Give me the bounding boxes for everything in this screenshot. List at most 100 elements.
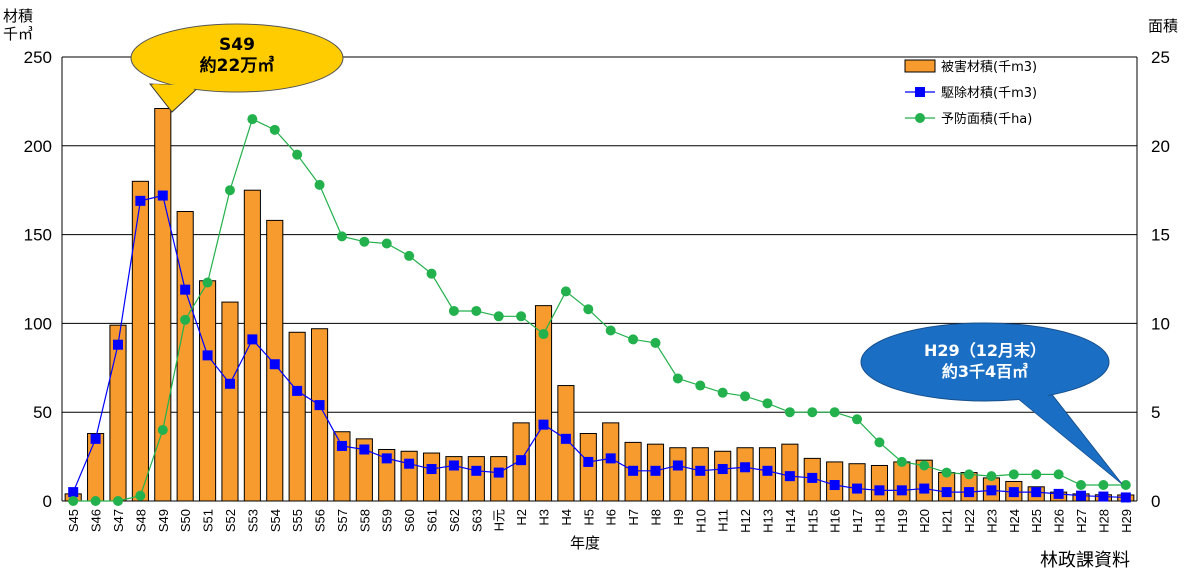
data-point: [157, 424, 168, 435]
x-tick-label: S47: [111, 509, 126, 532]
data-point: [1098, 491, 1109, 502]
data-point: [1031, 469, 1042, 480]
data-point: [314, 400, 325, 411]
x-tick-label: S51: [201, 509, 216, 532]
left-tick-label: 150: [24, 226, 52, 245]
right-tick-label: 15: [1151, 226, 1170, 245]
bar: [736, 447, 754, 502]
x-tick-label: S63: [469, 509, 484, 532]
legend: 被害材積(千m3) 駆除材積(千m3) 予防面積(千ha): [904, 59, 1037, 127]
bar: [579, 433, 597, 502]
x-tick-label: H16: [828, 509, 843, 533]
x-tick-label: H15: [805, 509, 820, 533]
data-point: [202, 350, 213, 361]
data-point: [516, 455, 527, 466]
data-point: [1053, 488, 1064, 499]
bar: [199, 280, 217, 502]
callout-s49: [130, 23, 344, 93]
left-tick-label: 100: [24, 314, 52, 333]
data-point: [404, 458, 415, 469]
data-point: [650, 465, 661, 476]
x-tick-label: S49: [156, 509, 171, 532]
callout-h29-text: 約3千4百㎥: [942, 362, 1028, 381]
x-tick-label: H22: [962, 509, 977, 533]
x-tick-label: H24: [1007, 509, 1022, 533]
x-tick-label: H3: [537, 509, 552, 526]
callout-s49-joint: [153, 84, 197, 110]
legend-marker: [915, 87, 925, 97]
x-tick-label: H12: [738, 509, 753, 533]
callout-h29-pointer: [1003, 387, 1123, 485]
data-point: [1076, 480, 1087, 491]
callout-h29: [860, 322, 1110, 402]
data-point: [717, 387, 728, 398]
x-tick-label: H28: [1096, 509, 1111, 533]
x-tick-label: H2: [514, 509, 529, 526]
x-tick-label: S54: [268, 509, 283, 532]
data-point: [1076, 490, 1087, 501]
bar: [131, 180, 149, 502]
x-tick-label: H5: [581, 509, 596, 526]
bar: [221, 301, 239, 502]
data-point: [740, 462, 751, 473]
data-point: [180, 314, 191, 325]
data-point: [807, 407, 818, 418]
x-tick-label: H4: [559, 509, 574, 526]
x-tick-label: H7: [626, 509, 641, 526]
data-point: [224, 378, 235, 389]
data-point: [986, 471, 997, 482]
data-point: [292, 385, 303, 396]
data-point: [180, 284, 191, 295]
legend-label: 被害材積(千m3): [941, 59, 1037, 75]
x-tick-label: H9: [671, 509, 686, 526]
right-axis-title: 面積: [1148, 17, 1179, 35]
data-point: [1053, 469, 1064, 480]
x-tick-label: H20: [917, 509, 932, 533]
x-tick-label: H23: [984, 509, 999, 533]
x-tick-label: H19: [895, 509, 910, 533]
data-point: [538, 329, 549, 340]
left-tick-label: 200: [24, 137, 52, 156]
data-point: [471, 465, 482, 476]
x-tick-label: H27: [1074, 509, 1089, 533]
x-tick-label: S57: [335, 509, 350, 532]
right-tick-labels: 0 5 10 15 20 25: [1151, 48, 1170, 511]
data-point: [941, 467, 952, 478]
right-tick-label: 10: [1151, 314, 1170, 333]
data-point: [426, 268, 437, 279]
data-point: [68, 487, 79, 498]
x-tick-label: S46: [89, 509, 104, 532]
data-point: [941, 487, 952, 498]
left-tick-label: 50: [33, 403, 52, 422]
x-tick-label: H元: [492, 509, 507, 531]
x-tick-label: H8: [648, 509, 663, 526]
data-point: [336, 231, 347, 242]
x-tick-label: S53: [245, 509, 260, 532]
data-point: [740, 391, 751, 402]
x-tick-label: H18: [872, 509, 887, 533]
bar: [714, 450, 732, 502]
data-point: [672, 460, 683, 471]
x-tick-labels: S45 S46 S47 S48 S49 S50 S51 S52 S53 S54 S55 S56 S57 S…: [66, 509, 1134, 533]
legend-marker: [915, 113, 925, 123]
data-point: [717, 464, 728, 475]
data-point: [964, 469, 975, 480]
x-tick-label: H13: [760, 509, 775, 533]
data-point: [112, 496, 123, 506]
data-point: [1120, 492, 1131, 503]
x-tick-label: H10: [693, 509, 708, 533]
data-point: [1098, 480, 1109, 491]
x-tick-label: H17: [850, 509, 865, 533]
data-point: [986, 485, 997, 496]
x-tick-label: S58: [357, 509, 372, 532]
data-point: [762, 398, 773, 409]
x-tick-label: S60: [402, 509, 417, 532]
legend-label: 駆除材積(千m3): [941, 86, 1037, 101]
data-point: [919, 460, 930, 471]
bar-series: [64, 108, 1135, 502]
data-point: [1031, 487, 1042, 498]
data-point: [762, 465, 773, 476]
left-tick-labels: 0 50 100 150 200 250: [24, 48, 52, 511]
data-point: [896, 456, 907, 467]
